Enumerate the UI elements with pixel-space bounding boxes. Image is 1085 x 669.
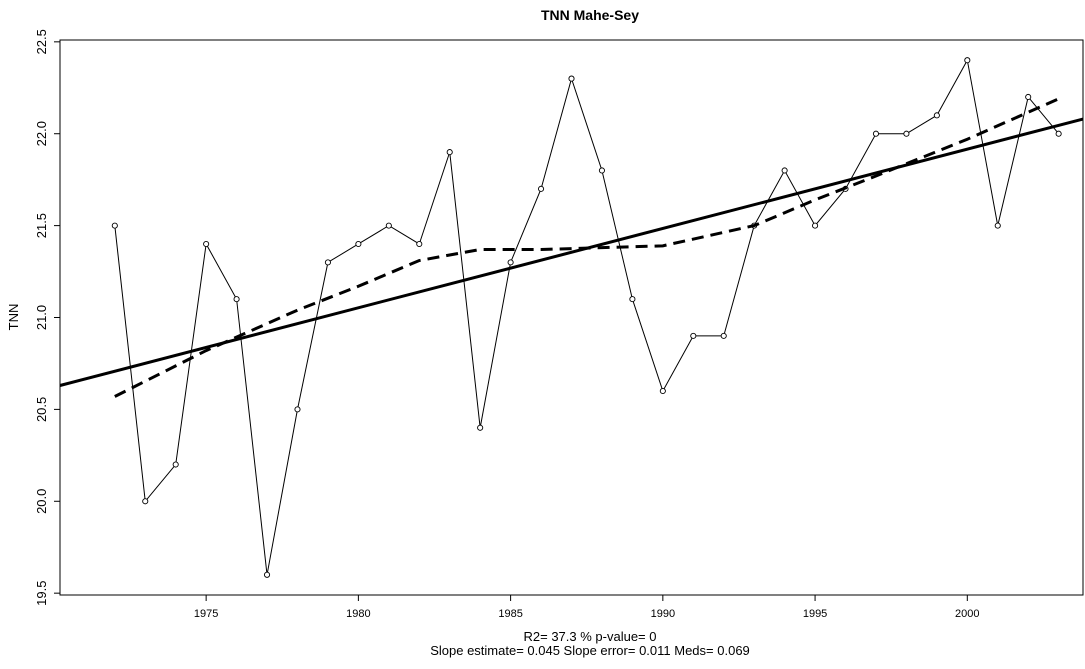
point xyxy=(172,461,179,468)
footer-line: Slope estimate= 0.045 Slope error= 0.011… xyxy=(430,643,750,658)
point xyxy=(903,130,910,137)
point xyxy=(598,167,605,174)
y-tick-label: 19.5 xyxy=(34,581,49,606)
point xyxy=(233,296,240,303)
point xyxy=(629,296,636,303)
y-tick-label: 20.0 xyxy=(34,489,49,514)
point xyxy=(203,240,210,248)
x-tick-label: 1990 xyxy=(651,608,675,620)
point xyxy=(477,424,484,431)
x-tick-label: 1995 xyxy=(803,608,827,620)
y-tick-label: 20.5 xyxy=(34,397,49,422)
point xyxy=(294,406,301,413)
point xyxy=(781,167,788,174)
point xyxy=(416,240,423,248)
point xyxy=(690,332,697,339)
series-line xyxy=(59,117,1084,387)
x-tick-label: 1985 xyxy=(498,608,522,620)
point xyxy=(142,498,149,505)
series-line xyxy=(114,58,1060,575)
point xyxy=(538,185,545,192)
point xyxy=(385,222,392,229)
footer-line: R2= 37.3 % p-value= 0 xyxy=(524,629,657,644)
chart-title: TNN Mahe-Sey xyxy=(541,7,639,23)
y-tick-label: 22.5 xyxy=(34,29,49,54)
point xyxy=(872,130,880,137)
y-tick-label: 21.5 xyxy=(34,213,49,238)
point xyxy=(933,112,940,119)
y-tick-label: 22.0 xyxy=(34,121,49,146)
point xyxy=(964,57,971,64)
point xyxy=(446,149,453,156)
point xyxy=(812,222,819,229)
point xyxy=(1025,93,1032,101)
point xyxy=(1055,130,1062,137)
point xyxy=(324,259,331,266)
plot-frame xyxy=(59,39,1084,596)
point xyxy=(263,571,271,578)
x-tick-label: 1975 xyxy=(194,608,218,620)
point xyxy=(111,222,118,229)
point xyxy=(720,332,727,339)
series-line xyxy=(114,97,1060,398)
y-axis-label: TNN xyxy=(6,304,21,331)
x-tick-label: 1980 xyxy=(346,608,370,620)
point xyxy=(659,387,666,395)
point xyxy=(568,75,575,82)
y-tick-label: 21.0 xyxy=(34,305,49,330)
point xyxy=(994,222,1001,229)
x-tick-label: 2000 xyxy=(955,608,979,620)
point xyxy=(507,259,514,266)
point xyxy=(355,240,362,248)
